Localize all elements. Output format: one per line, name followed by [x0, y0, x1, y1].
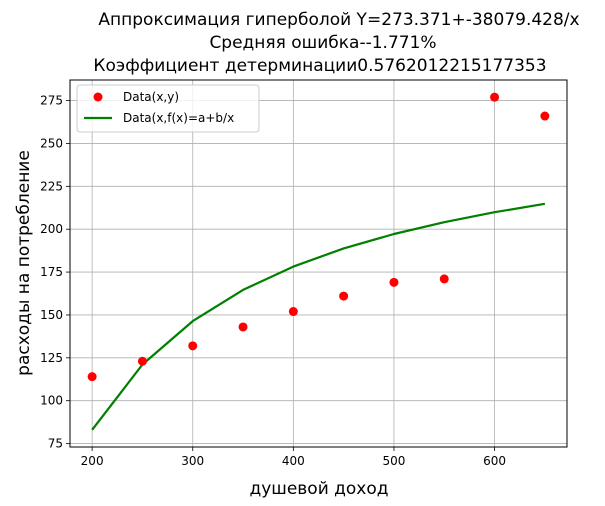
chart-title: Аппроксимация гиперболой Y=273.371+-3807… [93, 10, 579, 76]
series-points [87, 92, 550, 382]
data-point [238, 322, 248, 332]
plot-area [70, 80, 567, 447]
y-tick-label: 200 [40, 222, 63, 236]
data-point [339, 291, 349, 301]
x-tick-label: 500 [383, 454, 406, 468]
y-tick-label: 225 [40, 179, 63, 193]
title-line-2: Средняя ошибка--1.771% [209, 33, 436, 53]
plot-frame [69, 79, 568, 448]
data-point [137, 356, 147, 366]
y-axis-label: расходы на потребление [14, 150, 34, 376]
x-tick-label: 400 [282, 454, 305, 468]
y-tick-label: 175 [40, 265, 63, 279]
data-point [288, 307, 298, 317]
y-tick-label: 275 [40, 94, 63, 108]
grid [70, 80, 567, 447]
legend-box [76, 84, 260, 133]
legend-label-line: Data(x,f(x)=a+b/x [123, 111, 234, 125]
x-tick-label: 600 [483, 454, 506, 468]
legend-label-scatter: Data(x,y) [123, 90, 179, 104]
y-tick-label: 150 [40, 308, 63, 322]
y-tick-label: 75 [48, 437, 63, 451]
y-tick-label: 100 [40, 394, 63, 408]
title-line-3: Коэффициент детерминации0.57620122151773… [93, 56, 546, 76]
series-lines [91, 202, 546, 431]
data-point [540, 111, 550, 121]
data-point [188, 341, 198, 351]
x-axis-label: душевой доход [249, 479, 388, 499]
title-line-1: Аппроксимация гиперболой Y=273.371+-3807… [98, 10, 579, 30]
x-tick-label: 200 [81, 454, 104, 468]
legend: Data(x,y) Data(x,f(x)=a+b/x [76, 84, 260, 133]
data-point [439, 274, 449, 284]
data-point [389, 277, 399, 287]
x-axis-ticks: 200 300 400 500 600 [81, 447, 506, 468]
y-tick-label: 125 [40, 351, 63, 365]
series-line-1 [91, 202, 546, 431]
data-point [87, 372, 97, 382]
y-tick-label: 250 [40, 136, 63, 150]
y-axis-ticks: 75 100 125 150 175 200 225 250 275 [40, 94, 70, 451]
legend-marker-scatter [93, 92, 103, 102]
x-tick-label: 300 [181, 454, 204, 468]
data-point [490, 92, 500, 102]
